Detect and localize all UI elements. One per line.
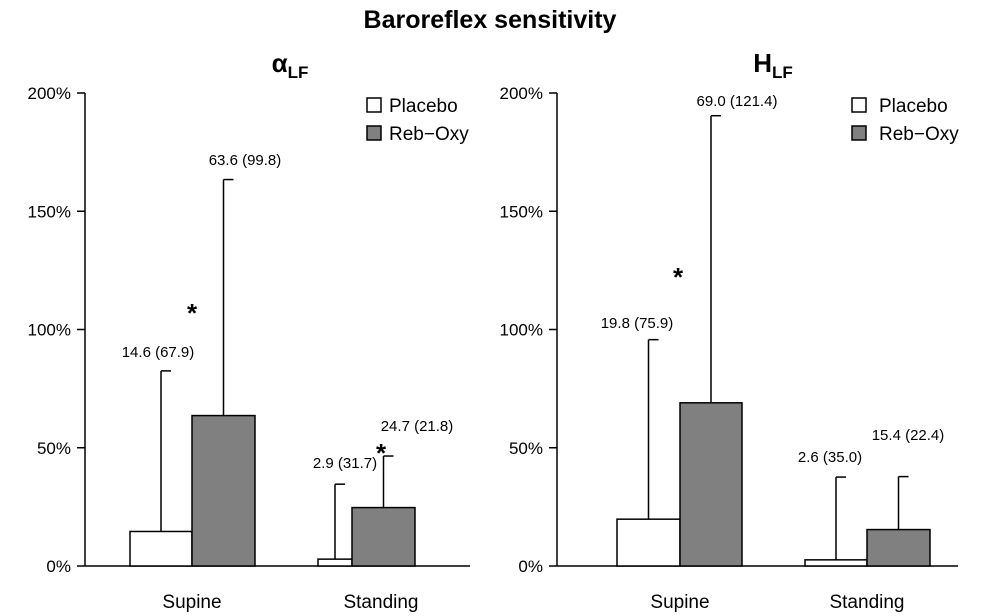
bar-placebo-supine <box>616 518 681 567</box>
bar-reb-oxy-supine <box>191 414 256 567</box>
figure-title: Baroreflex sensitivity <box>364 6 617 34</box>
legend-label: Placebo <box>879 96 948 117</box>
legend-swatch <box>851 97 867 113</box>
bar-placebo-standing <box>317 558 353 567</box>
legend-label: Reb−Oxy <box>879 124 959 145</box>
data-label: 15.4 (22.4) <box>872 427 945 444</box>
category-label: Standing <box>343 592 418 613</box>
panel-1: αLF 0% 50% 100% 150% 200% 14.6 (67.9) 63.6 (99.… <box>28 48 470 613</box>
panel-title: αLF <box>272 48 309 82</box>
panel-title-main: α <box>272 48 288 78</box>
category-label: Supine <box>162 592 221 613</box>
y-tick-label: 150% <box>500 202 543 221</box>
y-tick-label: 150% <box>28 202 71 221</box>
y-tick-label: 200% <box>500 84 543 103</box>
y-tick-label: 0% <box>46 557 71 576</box>
legend: Placebo Reb−Oxy <box>851 96 959 145</box>
legend-swatch <box>366 125 382 141</box>
panel-title-main: H <box>753 48 772 78</box>
bar-reb-oxy-standing <box>866 528 931 567</box>
bar-placebo-standing <box>804 559 868 567</box>
y-tick-label: 50% <box>37 439 71 458</box>
legend-swatch <box>366 97 382 113</box>
data-label: 2.9 (31.7) <box>313 455 377 472</box>
y-tick-label: 50% <box>509 439 543 458</box>
data-label: 14.6 (67.9) <box>122 344 195 361</box>
panel-title: HLF <box>753 48 793 82</box>
bar-placebo-supine <box>129 530 193 567</box>
data-label: 19.8 (75.9) <box>601 315 674 332</box>
y-tick-label: 0% <box>518 557 543 576</box>
data-label: 2.6 (35.0) <box>798 449 862 466</box>
panel-title-sub: LF <box>288 63 309 82</box>
panel-title-sub: LF <box>772 63 793 82</box>
y-tick-label: 200% <box>28 84 71 103</box>
data-label: 24.7 (21.8) <box>381 418 454 435</box>
legend: Placebo Reb−Oxy <box>366 96 469 145</box>
legend-swatch <box>851 125 867 141</box>
significance-star: * <box>187 298 198 328</box>
y-tick-label: 100% <box>28 321 71 340</box>
category-label: Supine <box>650 592 709 613</box>
legend-label: Placebo <box>389 96 458 117</box>
bar-reb-oxy-standing <box>351 506 416 567</box>
significance-star: * <box>673 262 684 292</box>
data-label: 69.0 (121.4) <box>697 93 778 110</box>
legend-label: Reb−Oxy <box>389 124 469 145</box>
panel-2: HLF 0% 50% 100% 150% 200% 19.8 (75.9) 69.0 (121… <box>500 48 960 613</box>
category-label: Standing <box>829 592 904 613</box>
bar-reb-oxy-supine <box>679 402 743 567</box>
data-label: 63.6 (99.8) <box>209 152 282 169</box>
y-tick-label: 100% <box>500 321 543 340</box>
significance-star: * <box>376 438 387 468</box>
